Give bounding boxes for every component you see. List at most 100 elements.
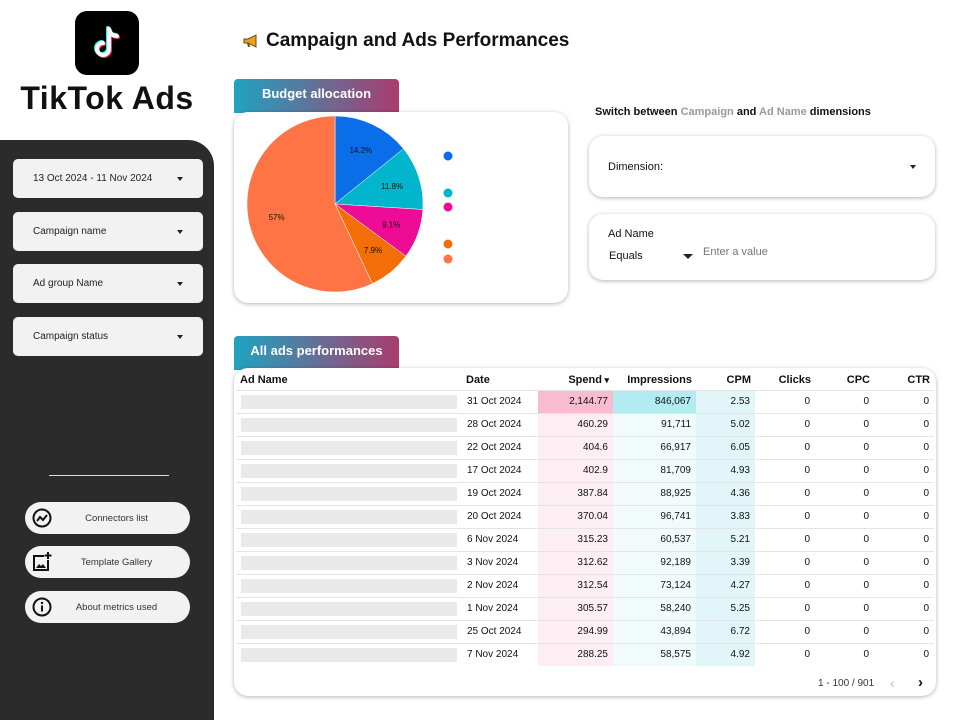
cell-spend: 2,144.77 xyxy=(538,389,613,413)
chevron-down-icon xyxy=(177,334,183,339)
connectors-list-button[interactable]: Connectors list xyxy=(25,502,190,534)
cell-clicks: 0 xyxy=(755,504,815,528)
cell-ad-name xyxy=(236,596,462,620)
cell-spend: 305.57 xyxy=(538,596,613,620)
legend-marker xyxy=(443,188,453,198)
cell-cpc: 0 xyxy=(815,642,874,666)
cell-spend: 315.23 xyxy=(538,527,613,551)
cell-clicks: 0 xyxy=(755,573,815,597)
cell-date: 6 Nov 2024 xyxy=(462,527,538,551)
table-row[interactable]: 7 Nov 2024 288.25 58,575 4.92 0 0 0 xyxy=(236,642,934,666)
cell-date: 31 Oct 2024 xyxy=(462,389,538,413)
campaign-name-filter[interactable]: Campaign name xyxy=(13,212,203,251)
table-row[interactable]: 31 Oct 2024 2,144.77 846,067 2.53 0 0 0 xyxy=(236,389,934,413)
cell-clicks: 0 xyxy=(755,412,815,436)
cell-date: 7 Nov 2024 xyxy=(462,642,538,666)
column-header-clicks[interactable]: Clicks xyxy=(755,370,815,390)
column-header-impressions[interactable]: Impressions xyxy=(613,370,696,390)
column-label: Spend xyxy=(568,373,602,386)
template-gallery-button[interactable]: Template Gallery xyxy=(25,546,190,578)
page-title-text: Campaign and Ads Performances xyxy=(266,30,570,51)
column-header-date[interactable]: Date xyxy=(462,370,538,390)
cell-cpm: 4.93 xyxy=(696,458,755,482)
cell-spend: 387.84 xyxy=(538,481,613,505)
cell-clicks: 0 xyxy=(755,596,815,620)
table-row[interactable]: 25 Oct 2024 294.99 43,894 6.72 0 0 0 xyxy=(236,619,934,643)
column-label: Clicks xyxy=(778,373,811,386)
cell-ctr: 0 xyxy=(874,458,934,482)
brand-name: TikTok Ads xyxy=(20,80,194,116)
cell-ad-name xyxy=(236,458,462,482)
filter-label: 13 Oct 2024 - 11 Nov 2024 xyxy=(33,173,153,184)
column-header-cpm[interactable]: CPM xyxy=(696,370,755,390)
table-row[interactable]: 17 Oct 2024 402.9 81,709 4.93 0 0 0 xyxy=(236,458,934,482)
hint-text: Switch between xyxy=(595,106,681,118)
cell-spend: 294.99 xyxy=(538,619,613,643)
column-label: Ad Name xyxy=(240,373,288,386)
filter-label: Ad group Name xyxy=(33,278,104,289)
table-row[interactable]: 28 Oct 2024 460.29 91,711 5.02 0 0 0 xyxy=(236,412,934,436)
cell-spend: 402.9 xyxy=(538,458,613,482)
table-row[interactable]: 20 Oct 2024 370.04 96,741 3.83 0 0 0 xyxy=(236,504,934,528)
operator-select[interactable]: Equals xyxy=(609,250,693,262)
column-label: Date xyxy=(466,373,490,386)
pie-slice[interactable] xyxy=(334,115,404,205)
cell-cpm: 4.92 xyxy=(696,642,755,666)
dimension-dropdown[interactable]: Dimension: xyxy=(589,136,935,197)
column-header-spend[interactable]: Spend ▾ xyxy=(538,370,613,390)
cell-ad-name xyxy=(236,573,462,597)
ad-name-value-input[interactable] xyxy=(703,246,903,258)
cell-spend: 312.62 xyxy=(538,550,613,574)
tiktok-logo-icon xyxy=(75,11,139,75)
cell-impressions: 58,240 xyxy=(613,596,696,620)
column-label: CPM xyxy=(726,373,751,386)
cell-impressions: 92,189 xyxy=(613,550,696,574)
cell-cpc: 0 xyxy=(815,435,874,459)
cell-date: 1 Nov 2024 xyxy=(462,596,538,620)
table-row[interactable]: 2 Nov 2024 312.54 73,124 4.27 0 0 0 xyxy=(236,573,934,597)
cell-impressions: 91,711 xyxy=(613,412,696,436)
next-page-button[interactable]: › xyxy=(918,674,923,691)
ad-group-filter[interactable]: Ad group Name xyxy=(13,264,203,303)
column-header-ad-name[interactable]: Ad Name xyxy=(236,370,462,390)
pie-slice[interactable] xyxy=(246,115,373,293)
cell-ad-name xyxy=(236,504,462,528)
cell-cpc: 0 xyxy=(815,389,874,413)
cell-ad-name xyxy=(236,389,462,413)
table-row[interactable]: 6 Nov 2024 315.23 60,537 5.21 0 0 0 xyxy=(236,527,934,551)
campaign-status-filter[interactable]: Campaign status xyxy=(13,317,203,356)
divider xyxy=(49,475,169,476)
cell-cpm: 2.53 xyxy=(696,389,755,413)
cell-ctr: 0 xyxy=(874,412,934,436)
cell-cpm: 6.05 xyxy=(696,435,755,459)
column-header-ctr[interactable]: CTR xyxy=(874,370,934,390)
cell-clicks: 0 xyxy=(755,435,815,459)
operator-value: Equals xyxy=(609,250,643,262)
table-row[interactable]: 1 Nov 2024 305.57 58,240 5.25 0 0 0 xyxy=(236,596,934,620)
ads-table: Ad Name Date Spend ▾ Impressions CPM Clicks CP… xyxy=(236,370,934,666)
cell-cpc: 0 xyxy=(815,458,874,482)
table-row[interactable]: 22 Oct 2024 404.6 66,917 6.05 0 0 0 xyxy=(236,435,934,459)
prev-page-button[interactable]: ‹ xyxy=(890,675,895,691)
about-metrics-button[interactable]: About metrics used xyxy=(25,591,190,623)
cell-clicks: 0 xyxy=(755,642,815,666)
column-header-cpc[interactable]: CPC xyxy=(815,370,874,390)
cell-ad-name xyxy=(236,642,462,666)
table-row[interactable]: 3 Nov 2024 312.62 92,189 3.39 0 0 0 xyxy=(236,550,934,574)
cell-cpm: 4.27 xyxy=(696,573,755,597)
date-range-filter[interactable]: 13 Oct 2024 - 11 Nov 2024 xyxy=(13,159,203,198)
pie-slice[interactable] xyxy=(334,148,424,210)
chevron-down-icon xyxy=(683,253,693,259)
table-row[interactable]: 19 Oct 2024 387.84 88,925 4.36 0 0 0 xyxy=(236,481,934,505)
cell-cpm: 3.83 xyxy=(696,504,755,528)
budget-pie-card: 14.2% 11.8% 9.1% 7.9% 57% xyxy=(234,112,568,303)
column-label: CPC xyxy=(846,373,870,386)
ads-table-scroll[interactable]: Ad Name Date Spend ▾ Impressions CPM Clicks CP… xyxy=(236,370,934,672)
cell-cpm: 5.21 xyxy=(696,527,755,551)
cell-impressions: 96,741 xyxy=(613,504,696,528)
cell-spend: 404.6 xyxy=(538,435,613,459)
link-label: About metrics used xyxy=(75,601,158,613)
chart-circle-icon xyxy=(32,508,52,528)
cell-spend: 312.54 xyxy=(538,573,613,597)
cell-ctr: 0 xyxy=(874,435,934,459)
